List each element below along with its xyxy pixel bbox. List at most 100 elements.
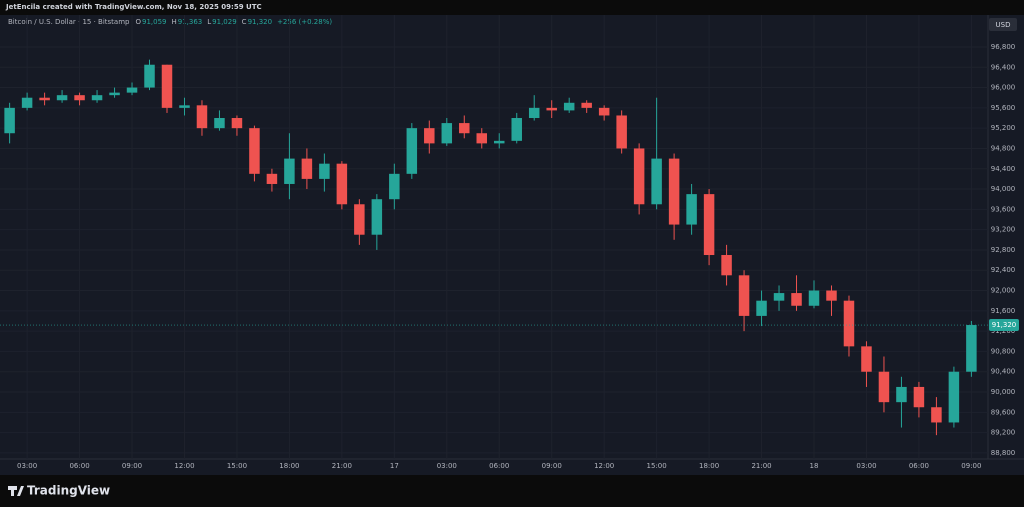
y-tick-label: 91,600 — [991, 307, 1016, 315]
candle-body — [686, 194, 697, 225]
candle-body — [336, 163, 348, 205]
candle-body — [808, 290, 820, 306]
candle-body — [266, 173, 278, 184]
x-tick-label: 09:00 — [542, 462, 562, 470]
y-tick-label: 96,800 — [991, 43, 1016, 51]
candle — [389, 163, 400, 210]
candle-body — [476, 133, 488, 144]
x-tick-label: 09:00 — [122, 462, 142, 470]
candle-body — [284, 158, 295, 184]
candle — [826, 285, 837, 316]
candle — [616, 110, 627, 154]
candle — [319, 153, 330, 192]
y-tick-label: 93,200 — [991, 226, 1016, 234]
y-tick-label: 94,400 — [991, 165, 1016, 173]
candle — [161, 64, 173, 113]
candle-body — [144, 64, 155, 88]
candle-body — [581, 102, 592, 108]
candle-body — [861, 346, 872, 372]
change: +256 (+0.28%) — [277, 18, 332, 26]
candle-body — [966, 325, 977, 372]
y-tick-label: 88,800 — [991, 449, 1016, 457]
y-tick-label: 92,000 — [991, 287, 1016, 295]
candle-body — [21, 97, 33, 108]
x-tick-label: 12:00 — [594, 462, 614, 470]
x-tick-label: 17 — [390, 462, 399, 470]
candle — [563, 97, 575, 113]
candle — [144, 59, 155, 91]
y-tick-label: 93,600 — [991, 205, 1016, 213]
last-price-label: 91,320 — [992, 321, 1017, 329]
x-tick-label: 18 — [810, 462, 819, 470]
candle — [931, 397, 942, 436]
y-tick-label: 89,600 — [991, 408, 1016, 416]
candle-body — [231, 118, 243, 129]
y-tick-label: 90,400 — [991, 368, 1016, 376]
candle — [546, 100, 557, 119]
candle-body — [39, 97, 50, 101]
candle-body — [389, 173, 400, 200]
candle — [284, 133, 295, 200]
candle-body — [826, 290, 837, 301]
candle-body — [721, 255, 732, 276]
x-tick-label: 18:00 — [699, 462, 719, 470]
ohlc-key: C — [242, 18, 247, 26]
candle — [301, 148, 313, 190]
candle — [126, 82, 138, 96]
x-tick-label: 06:00 — [489, 462, 509, 470]
candle-body — [878, 371, 890, 403]
candle — [896, 376, 907, 428]
x-tick-label: 15:00 — [227, 462, 247, 470]
candle-body — [791, 293, 802, 306]
candle-body — [494, 140, 505, 144]
y-tick-label: 94,800 — [991, 144, 1016, 152]
brand: TradingView — [27, 484, 110, 498]
candle — [791, 275, 802, 311]
ohlc-key: H — [172, 18, 177, 26]
candle — [4, 102, 15, 144]
candle — [231, 115, 243, 136]
candle-body — [598, 107, 610, 116]
y-tick-label: 90,800 — [991, 347, 1016, 355]
candle-body — [931, 407, 942, 423]
candle — [459, 115, 470, 139]
logo — [8, 486, 24, 496]
candle — [948, 366, 960, 428]
candle — [511, 112, 522, 144]
x-tick-label: 03:00 — [17, 462, 37, 470]
ohlc-key: L — [207, 18, 211, 26]
y-tick-label: 96,400 — [991, 63, 1016, 71]
candle — [336, 161, 348, 210]
x-tick-label: 18:00 — [279, 462, 299, 470]
x-tick-label: 03:00 — [856, 462, 876, 470]
candle — [598, 105, 610, 121]
candle — [371, 194, 383, 250]
ohlc-value: 91,059 — [142, 18, 167, 26]
candle — [406, 123, 418, 179]
candle — [266, 168, 278, 192]
x-tick-label: 03:00 — [437, 462, 457, 470]
candle-body — [126, 87, 138, 93]
candle-body — [441, 123, 453, 144]
y-tick-label: 90,000 — [991, 388, 1016, 396]
candle — [861, 341, 872, 387]
candle — [56, 90, 68, 103]
currency-box[interactable] — [989, 18, 1017, 31]
candle — [878, 356, 890, 413]
x-tick-label: 15:00 — [647, 462, 667, 470]
x-tick-label: 12:00 — [174, 462, 194, 470]
candle-body — [703, 194, 715, 256]
y-tick-label: 92,400 — [991, 266, 1016, 274]
candle-body — [179, 105, 190, 108]
candle — [494, 133, 505, 149]
candle — [39, 92, 50, 106]
y-tick-label: 91,200 — [991, 327, 1016, 335]
candle — [424, 120, 435, 154]
candle-body — [249, 128, 260, 174]
candle — [179, 97, 190, 116]
candle — [703, 189, 715, 266]
ohlc-value: 91,029 — [212, 18, 237, 26]
candle-body — [528, 107, 540, 119]
x-tick-label: 21:00 — [751, 462, 771, 470]
currency[interactable]: USD — [996, 21, 1011, 29]
